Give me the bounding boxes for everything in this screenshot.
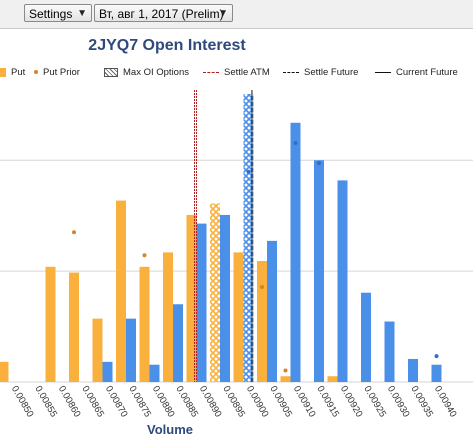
x-tick-label: 0.00860 [56, 384, 83, 419]
legend-item-settle-atm[interactable]: Settle ATM [203, 66, 270, 80]
x-tick-label: 0.00920 [338, 384, 365, 419]
call-bar [102, 361, 113, 382]
x-tick-label: 0.00870 [103, 384, 130, 419]
x-tick-label: 0.00915 [314, 384, 341, 419]
call-prior-marker [246, 169, 251, 174]
call-bar [173, 304, 183, 382]
x-tick-label: 0.00865 [79, 384, 106, 419]
put-bar [257, 261, 267, 382]
put-bar [116, 200, 126, 382]
put-prior-marker [283, 368, 288, 373]
legend-label-settle-atm: Settle ATM [224, 67, 270, 78]
legend-item-put[interactable]: Put [0, 66, 25, 80]
call-bar [267, 240, 277, 382]
legend-item-put-prior[interactable]: Put Prior [32, 66, 80, 80]
date-label: Вт, авг 1, 2017 (Prelim) [99, 7, 224, 21]
bars [0, 94, 442, 383]
chevron-down-icon: ▼ [77, 8, 87, 19]
put-swatch [0, 67, 6, 77]
chevron-down-icon: ▼ [218, 8, 228, 19]
x-tick-label: 0.00895 [220, 384, 247, 419]
call-bar [431, 364, 442, 382]
x-tick-label: 0.00890 [197, 384, 224, 419]
legend-label-current-future: Current Future [396, 67, 458, 78]
call-bar [290, 122, 301, 383]
x-tick-label: 0.00935 [408, 384, 435, 419]
settle-atm-swatch [203, 71, 219, 73]
put-bar [139, 266, 150, 382]
put-prior-marker [260, 284, 264, 289]
x-tick-label: 0.00885 [173, 384, 200, 419]
max-oi-bar [243, 94, 254, 382]
legend-item-current-future[interactable]: Current Future [375, 66, 458, 80]
call-prior-marker [293, 140, 298, 145]
legend-label-put: Put [11, 67, 26, 78]
x-tick-label: 0.00900 [244, 384, 271, 419]
call-bar [361, 292, 371, 382]
call-prior-marker [434, 354, 439, 359]
settings-label: Settings [29, 7, 73, 21]
put-bar [280, 376, 291, 382]
x-tick-label: 0.00925 [361, 384, 388, 419]
put-bar [233, 252, 244, 382]
settings-dropdown[interactable]: Settings ▼ [24, 4, 92, 22]
legend-label-settle-future: Settle Future [304, 67, 359, 78]
put-bar [92, 318, 103, 382]
x-tick-label: 0.00880 [150, 384, 177, 419]
chart-title: 2JYQ7 Open Interest [88, 37, 246, 54]
put-bar [186, 214, 197, 382]
max-oi-swatch [104, 67, 118, 77]
call-bar [126, 318, 136, 382]
x-tick-label: 0.00940 [432, 384, 459, 419]
put-prior-marker [72, 230, 76, 235]
put-prior-marker [142, 253, 147, 258]
put-bar [0, 361, 9, 382]
current-future-swatch [375, 71, 391, 73]
x-axis-ticks: 0.008500.008550.008600.008650.008700.008… [9, 384, 459, 419]
call-bar [149, 364, 160, 382]
call-bar [384, 321, 395, 382]
call-bar [337, 180, 348, 382]
legend-label-put-prior: Put Prior [43, 67, 80, 78]
open-interest-chart: 0.008500.008550.008600.008650.008700.008… [0, 90, 473, 419]
settle-future-swatch [283, 71, 299, 73]
chart-legend: Put Put Prior Max OI Options Settle ATM … [0, 66, 473, 82]
x-axis-title: Volume [147, 422, 193, 437]
put-bar [163, 252, 173, 382]
call-bar [196, 223, 207, 382]
reference-lines [194, 90, 253, 382]
date-dropdown[interactable]: Вт, авг 1, 2017 (Prelim) ▼ [94, 4, 233, 22]
call-bar [408, 358, 418, 382]
put-bar [45, 266, 56, 382]
x-tick-label: 0.00930 [385, 384, 412, 419]
x-tick-label: 0.00905 [267, 384, 294, 419]
put-bar [210, 203, 220, 382]
x-tick-label: 0.00910 [291, 384, 318, 419]
call-prior-marker [317, 161, 321, 166]
prior-markers [72, 140, 439, 373]
x-tick-label: 0.00855 [32, 384, 59, 419]
legend-label-max-oi: Max OI Options [123, 67, 189, 78]
x-tick-label: 0.00850 [9, 384, 36, 419]
put-prior-swatch [34, 70, 38, 75]
call-bar [220, 214, 230, 382]
x-tick-label: 0.00875 [126, 384, 153, 419]
legend-item-settle-future[interactable]: Settle Future [283, 66, 358, 80]
put-bar [69, 272, 79, 382]
legend-item-max-oi[interactable]: Max OI Options [104, 66, 189, 80]
toolbar: Settings ▼ Вт, авг 1, 2017 (Prelim) ▼ [0, 0, 473, 29]
put-bar [327, 376, 338, 382]
call-bar [314, 160, 324, 382]
